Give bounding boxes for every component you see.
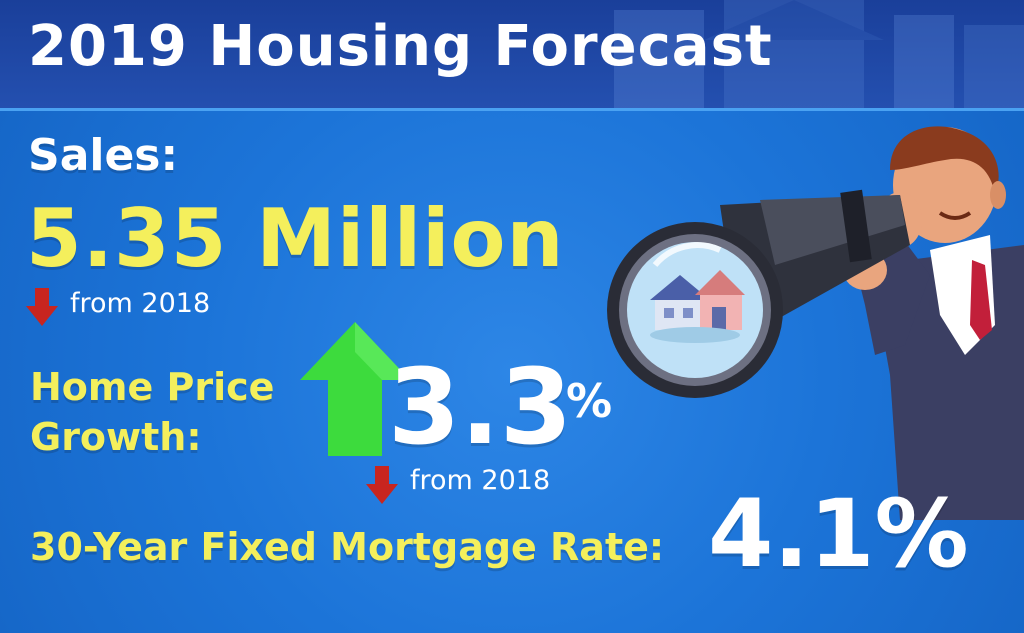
home-price-label-line2: Growth: [30, 415, 202, 459]
businessman-telescope-illustration [607, 126, 1024, 520]
house-background-graphic [614, 0, 1024, 110]
arrow-up-icon [300, 322, 410, 456]
mortgage-rate-label: 30-Year Fixed Mortgage Rate: [30, 525, 665, 569]
sales-value: 5.35 Million [26, 192, 565, 285]
page-title: 2019 Housing Forecast [28, 14, 773, 79]
home-price-percent: % [566, 374, 613, 428]
home-price-label-line1: Home Price [30, 365, 275, 409]
home-price-value: 3.3 [388, 346, 573, 468]
arrow-down-icon [366, 466, 398, 504]
header-divider [0, 108, 1024, 111]
arrow-down-icon [26, 288, 58, 326]
sales-change-text: from 2018 [70, 288, 211, 319]
header-banner: 2019 Housing Forecast [0, 0, 1024, 110]
sales-label: Sales: [28, 130, 179, 181]
mortgage-rate-value: 4.1% [708, 480, 969, 589]
home-price-change-text: from 2018 [410, 465, 551, 496]
